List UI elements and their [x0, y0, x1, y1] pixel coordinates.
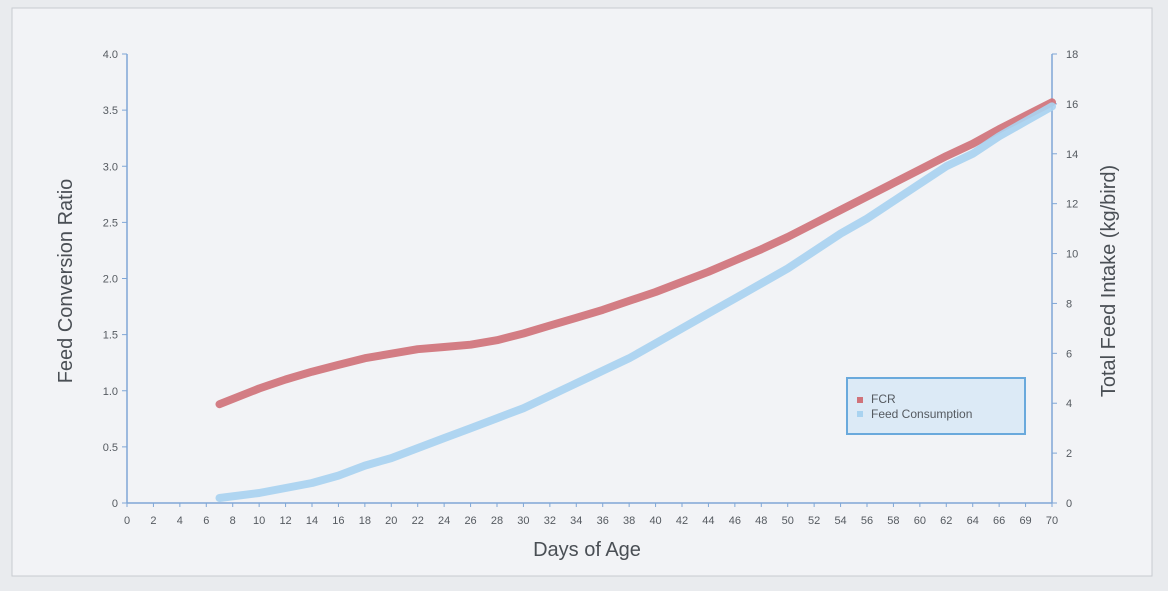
- legend-label-feed-consumption: Feed Consumption: [871, 407, 972, 421]
- legend: FCR Feed Consumption: [846, 377, 1026, 435]
- y-left-tick-label: 0.5: [103, 442, 118, 454]
- y-right-tick-label: 2: [1066, 448, 1072, 460]
- x-tick-label: 8: [230, 515, 236, 527]
- x-tick-label: 48: [755, 515, 767, 527]
- x-tick-label: 69: [1019, 515, 1031, 527]
- plot-area: 00.51.01.52.02.53.03.54.0024681012141618…: [103, 49, 1079, 527]
- feed-consumption-series-line: [215, 102, 1056, 502]
- x-tick-label: 52: [808, 515, 820, 527]
- y-right-tick-label: 6: [1066, 348, 1072, 360]
- x-tick-label: 40: [649, 515, 661, 527]
- x-tick-label: 58: [887, 515, 899, 527]
- y-left-tick-label: 4.0: [103, 49, 118, 61]
- y-axis-left-title: Feed Conversion Ratio: [55, 179, 77, 384]
- x-tick-label: 66: [993, 515, 1005, 527]
- fcr-series-line: [215, 98, 1056, 409]
- y-left-tick-label: 2.0: [103, 274, 118, 286]
- x-tick-label: 56: [861, 515, 873, 527]
- y-right-tick-label: 16: [1066, 99, 1078, 111]
- y-left-tick-label: 3.0: [103, 161, 118, 173]
- x-tick-label: 22: [412, 515, 424, 527]
- y-right-tick-label: 8: [1066, 298, 1072, 310]
- x-tick-label: 2: [150, 515, 156, 527]
- y-left-tick-label: 0: [112, 498, 118, 510]
- x-tick-label: 24: [438, 515, 450, 527]
- x-tick-label: 46: [729, 515, 741, 527]
- legend-label-fcr: FCR: [871, 392, 896, 406]
- x-tick-label: 20: [385, 515, 397, 527]
- y-right-tick-label: 0: [1066, 498, 1072, 510]
- y-left-tick-label: 2.5: [103, 217, 118, 229]
- x-tick-label: 4: [177, 515, 183, 527]
- y-right-tick-label: 4: [1066, 398, 1072, 410]
- x-axis-title: Days of Age: [533, 539, 641, 561]
- chart-panel: [11, 7, 1153, 577]
- x-tick-label: 14: [306, 515, 318, 527]
- x-tick-label: 16: [332, 515, 344, 527]
- y-right-tick-label: 18: [1066, 49, 1078, 61]
- x-tick-label: 26: [464, 515, 476, 527]
- x-tick-label: 42: [676, 515, 688, 527]
- x-tick-label: 32: [544, 515, 556, 527]
- y-axis-right-title: Total Feed Intake (kg/bird): [1098, 165, 1120, 397]
- legend-swatch-fcr: [857, 397, 863, 403]
- y-left-tick-label: 3.5: [103, 105, 118, 117]
- x-tick-label: 34: [570, 515, 582, 527]
- x-tick-label: 36: [597, 515, 609, 527]
- x-tick-label: 18: [359, 515, 371, 527]
- x-tick-label: 64: [967, 515, 979, 527]
- x-tick-label: 60: [914, 515, 926, 527]
- legend-swatch-feed-consumption: [857, 411, 863, 417]
- y-right-tick-label: 14: [1066, 149, 1078, 161]
- y-right-tick-label: 12: [1066, 199, 1078, 211]
- x-tick-label: 10: [253, 515, 265, 527]
- x-tick-label: 50: [782, 515, 794, 527]
- x-tick-label: 44: [702, 515, 714, 527]
- x-tick-label: 54: [834, 515, 846, 527]
- y-right-tick-label: 10: [1066, 249, 1078, 261]
- x-tick-label: 38: [623, 515, 635, 527]
- x-tick-label: 62: [940, 515, 952, 527]
- y-left-tick-label: 1.0: [103, 386, 118, 398]
- x-tick-label: 28: [491, 515, 503, 527]
- x-tick-label: 6: [203, 515, 209, 527]
- x-tick-label: 30: [517, 515, 529, 527]
- y-left-tick-label: 1.5: [103, 330, 118, 342]
- x-tick-label: 0: [124, 515, 130, 527]
- x-tick-label: 70: [1046, 515, 1058, 527]
- legend-box: [846, 377, 1026, 435]
- x-tick-label: 12: [279, 515, 291, 527]
